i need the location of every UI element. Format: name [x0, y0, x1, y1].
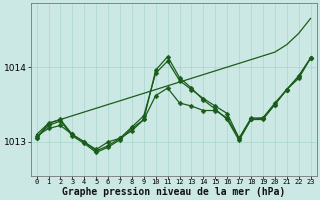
X-axis label: Graphe pression niveau de la mer (hPa): Graphe pression niveau de la mer (hPa) [62, 186, 285, 197]
